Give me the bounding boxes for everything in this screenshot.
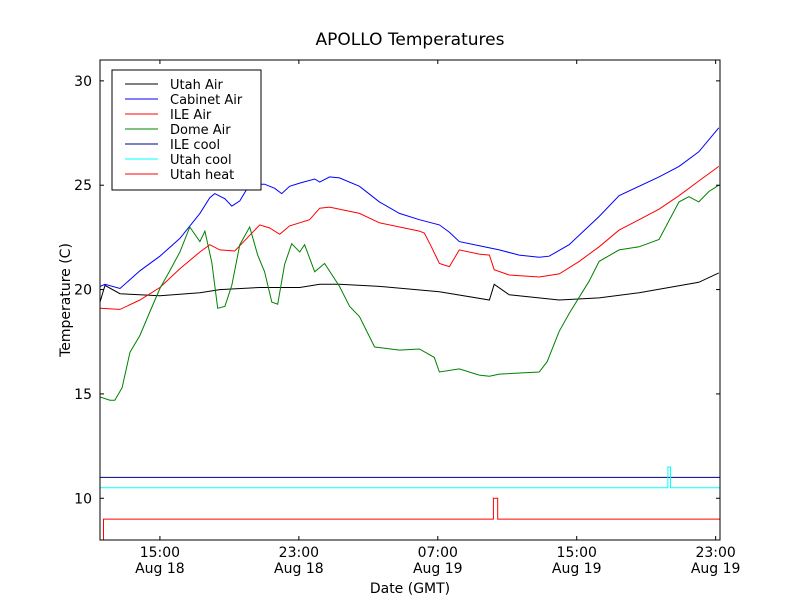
series-line-utah-air — [100, 272, 720, 303]
x-tick-label-date: Aug 18 — [135, 561, 185, 577]
y-tick-label: 20 — [74, 283, 92, 299]
legend-label: Utah Air — [170, 78, 223, 93]
legend-label: Utah heat — [170, 168, 234, 183]
legend-box — [111, 69, 262, 191]
series-line-ile-air — [100, 165, 720, 310]
x-tick-label-date: Aug 19 — [413, 561, 463, 577]
x-tick-label-time: 15:00 — [557, 545, 597, 561]
y-tick-label: 30 — [74, 74, 92, 90]
series-layer — [100, 127, 720, 540]
series-line-dome-air — [100, 184, 720, 401]
x-tick-label-time: 15:00 — [140, 545, 180, 561]
legend-label: Cabinet Air — [170, 93, 243, 108]
series-line-utah-heat — [100, 497, 720, 540]
legend-label: ILE Air — [170, 108, 212, 123]
x-tick-label-time: 07:00 — [418, 545, 458, 561]
legend-label: ILE cool — [170, 138, 220, 153]
x-axis-label: Date (GMT) — [370, 581, 450, 597]
x-tick-label-time: 23:00 — [279, 545, 319, 561]
series-line-cabinet-air — [100, 127, 720, 290]
y-tick-label: 15 — [74, 387, 92, 403]
series-line-utah-cool — [100, 466, 720, 489]
y-tick-label: 25 — [74, 178, 92, 194]
plot-frame — [99, 59, 721, 541]
x-tick-label-date: Aug 19 — [691, 561, 741, 577]
y-tick-label: 10 — [74, 491, 92, 507]
legend-label: Utah cool — [170, 153, 232, 168]
legend-label: Dome Air — [170, 123, 231, 138]
y-axis-label: Temperature (C) — [58, 243, 74, 358]
x-tick-label-time: 23:00 — [695, 545, 735, 561]
x-tick-label-date: Aug 19 — [552, 561, 602, 577]
x-tick-label-date: Aug 18 — [274, 561, 324, 577]
chart-title: APOLLO Temperatures — [316, 30, 505, 50]
